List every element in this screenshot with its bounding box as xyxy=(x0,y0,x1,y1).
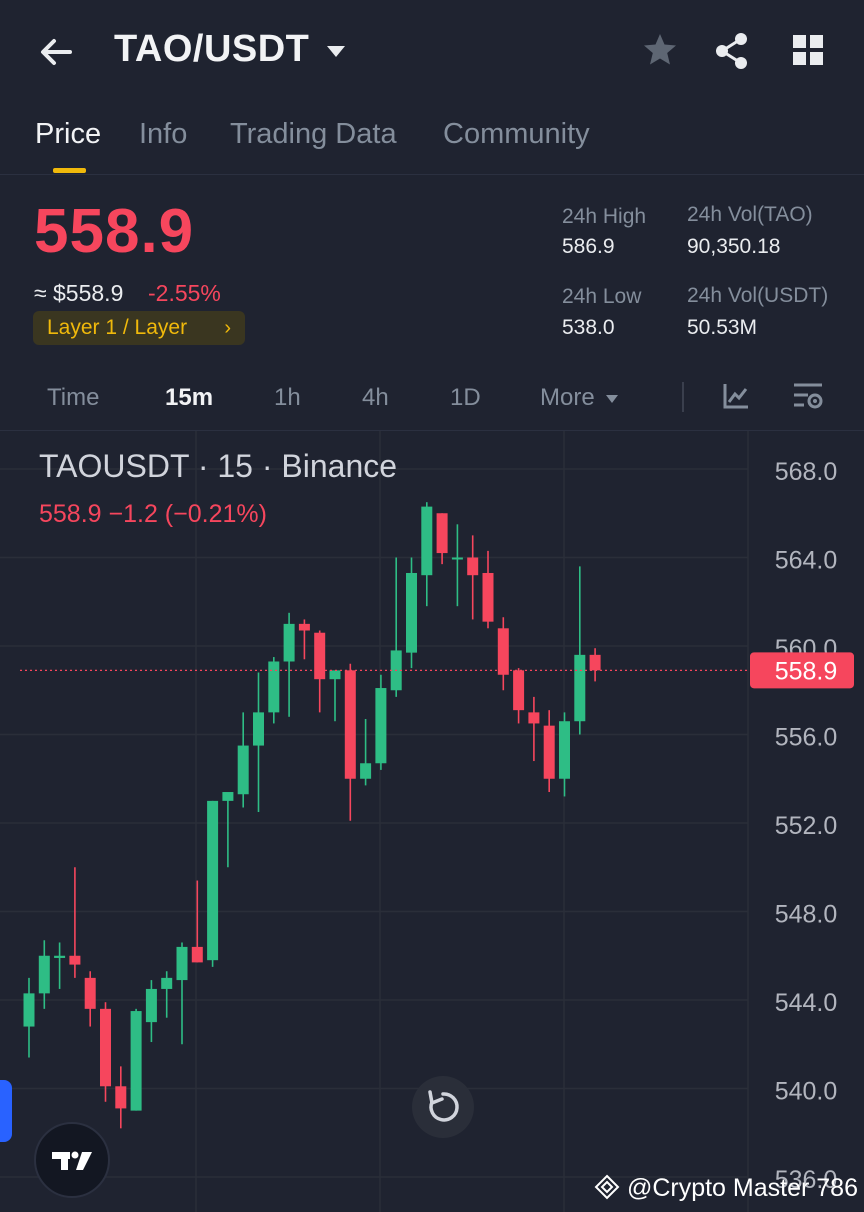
low-value: 538.0 xyxy=(562,316,615,339)
chart-settings-icon[interactable] xyxy=(792,382,824,412)
tab-price[interactable]: Price xyxy=(35,118,102,150)
interval-1d[interactable]: 1D xyxy=(450,384,481,411)
candle-body xyxy=(268,661,280,713)
candle-body xyxy=(54,955,66,958)
star-icon[interactable] xyxy=(642,32,678,68)
vol-quote-label: 24h Vol(USDT) xyxy=(687,284,829,307)
candle-body xyxy=(130,1011,142,1111)
candle-body xyxy=(436,513,448,554)
candle-body xyxy=(176,946,188,981)
pair-title[interactable]: TAO/USDT xyxy=(114,28,310,70)
active-tab-indicator xyxy=(53,168,86,173)
y-axis-tick-label: 556.0 xyxy=(775,724,838,752)
candle-body xyxy=(467,557,479,576)
candle-body xyxy=(406,572,417,653)
candle-body xyxy=(237,745,249,795)
candle-body xyxy=(360,763,372,779)
candle-body xyxy=(161,977,173,989)
candle-body xyxy=(528,712,540,724)
candle-body xyxy=(482,572,494,622)
candle-body xyxy=(421,506,433,576)
y-axis-tick-label: 564.0 xyxy=(775,547,838,575)
vol-base-label: 24h Vol(TAO) xyxy=(687,203,813,226)
category-tag-label: Layer 1 / Layer xyxy=(47,316,188,339)
binance-logo-icon xyxy=(594,1174,620,1200)
chevron-right-icon: › xyxy=(224,317,231,339)
candle-body xyxy=(222,792,234,801)
candlestick-chart[interactable]: 568.0564.0560.0556.0552.0548.0544.0540.0… xyxy=(0,431,864,1212)
change-percent: -2.55% xyxy=(148,280,221,306)
side-drawer-handle[interactable] xyxy=(0,1080,12,1142)
candle-body xyxy=(497,628,509,675)
back-arrow-icon[interactable] xyxy=(36,32,76,72)
tradingview-logo-icon[interactable] xyxy=(34,1122,110,1198)
candle-body xyxy=(253,712,264,746)
y-axis-tick-label: 568.0 xyxy=(775,458,838,486)
last-price: 558.9 xyxy=(34,197,195,266)
current-price-badge xyxy=(750,652,854,689)
grid-menu-icon[interactable] xyxy=(792,34,824,66)
share-icon[interactable] xyxy=(714,32,750,70)
candle-body xyxy=(344,670,356,779)
y-axis-tick-label: 544.0 xyxy=(775,989,838,1017)
chart-title: TAOUSDT · 15 · Binance xyxy=(39,448,398,484)
chart-ohlc-summary: 558.9 −1.2 (−0.21%) xyxy=(39,500,267,528)
candle-body xyxy=(375,688,387,764)
y-axis-tick-label: 552.0 xyxy=(775,812,838,840)
interval-1h[interactable]: 1h xyxy=(274,384,301,411)
candle-body xyxy=(298,623,310,631)
tradingview-mark-icon xyxy=(52,1151,92,1170)
interval-4h[interactable]: 4h xyxy=(362,384,389,411)
tab-trading-data[interactable]: Trading Data xyxy=(230,118,397,150)
candle-body xyxy=(451,557,463,560)
candle-body xyxy=(589,654,601,671)
candle-body xyxy=(38,955,50,994)
candle-body xyxy=(23,993,35,1027)
candle-body xyxy=(543,725,555,779)
refresh-icon xyxy=(428,1090,459,1122)
caret-down-icon[interactable] xyxy=(326,44,346,58)
candle-body xyxy=(574,654,586,722)
interval-time[interactable]: Time xyxy=(47,384,100,411)
chart-top-divider xyxy=(0,430,864,431)
tab-divider xyxy=(0,174,864,175)
candle-body xyxy=(207,800,219,961)
y-axis-tick-label: 540.0 xyxy=(775,1078,838,1106)
vol-quote-value: 50.53M xyxy=(687,316,758,339)
candle-body xyxy=(283,623,295,662)
candle-body xyxy=(145,988,157,1023)
high-label: 24h High xyxy=(562,205,647,228)
candle-body xyxy=(100,1008,111,1087)
low-label: 24h Low xyxy=(562,285,642,308)
watermark-text: @Crypto Master 786 xyxy=(626,1174,858,1202)
candle-body xyxy=(115,1086,127,1109)
vol-base-value: 90,350.18 xyxy=(687,235,781,258)
candle-body xyxy=(314,632,326,680)
reset-chart-button[interactable] xyxy=(412,1076,474,1138)
candle-body xyxy=(191,946,203,963)
interval-more-label: More xyxy=(540,384,595,411)
tab-community[interactable]: Community xyxy=(443,118,590,150)
candle-body xyxy=(513,670,525,711)
y-axis-tick-label: 548.0 xyxy=(775,901,838,929)
candle-body xyxy=(69,955,81,965)
category-tag[interactable]: Layer 1 / Layer › xyxy=(33,311,245,345)
candle-body xyxy=(559,721,570,779)
toolbar-divider xyxy=(682,382,684,412)
candle-body xyxy=(329,670,341,680)
tab-info[interactable]: Info xyxy=(139,118,188,150)
watermark: @Crypto Master 786 xyxy=(594,1174,858,1203)
usd-price: ≈ $558.9 xyxy=(34,280,124,306)
current-price-label: 558.9 xyxy=(775,657,838,685)
candle-body xyxy=(84,977,96,1009)
interval-more[interactable]: More xyxy=(540,384,619,412)
indicator-chart-icon[interactable] xyxy=(722,382,750,410)
high-value: 586.9 xyxy=(562,235,615,258)
caret-down-icon xyxy=(606,394,619,403)
y-axis-tick-label: 536.0 xyxy=(775,1166,838,1194)
interval-15m[interactable]: 15m xyxy=(165,384,214,411)
